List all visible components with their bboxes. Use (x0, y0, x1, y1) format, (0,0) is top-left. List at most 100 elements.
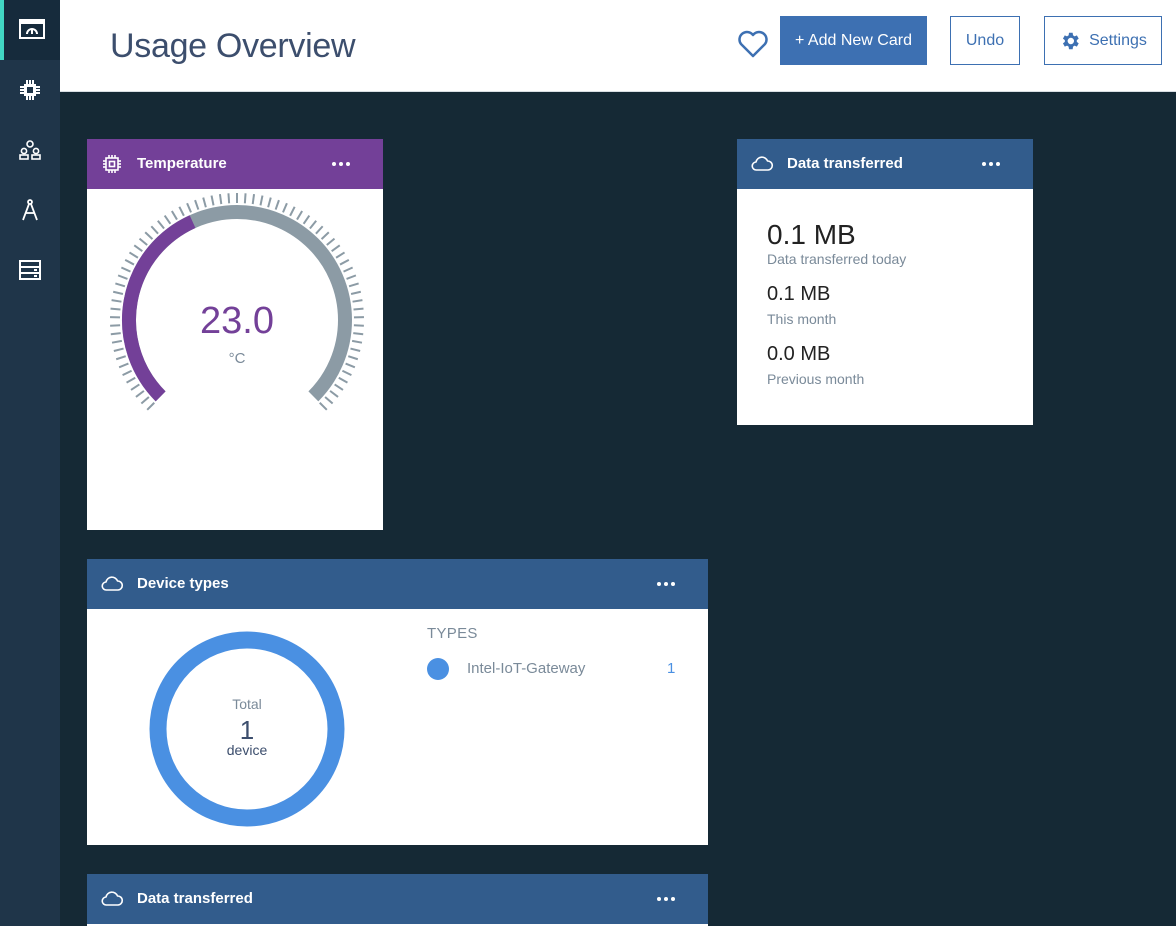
settings-button[interactable]: Settings (1044, 16, 1162, 65)
gauge-tick (350, 347, 361, 353)
gauge-tick (353, 307, 364, 311)
gauge-tick (348, 282, 359, 288)
page-header: Usage Overview + Add New Card Undo Setti… (60, 0, 1176, 92)
card-title: Data transferred (137, 890, 253, 907)
gauge-tick (218, 194, 223, 205)
gauge-tick (251, 194, 256, 205)
temperature-value: 23.0 (200, 300, 274, 342)
gauge-tick (150, 225, 159, 235)
cloud-icon (101, 891, 124, 906)
cloud-icon (751, 156, 774, 171)
card-title: Temperature (137, 155, 227, 172)
gauge-tick (202, 197, 207, 208)
temperature-card: Temperature 23.0 °C (87, 139, 383, 530)
gauge-tick (163, 215, 172, 225)
gauge-tick (326, 237, 336, 246)
gauge-tick (111, 339, 123, 344)
sidebar-item-extensions[interactable] (0, 240, 60, 300)
chip-icon (20, 80, 40, 100)
data-prev-value: 0.0 MB (767, 343, 831, 365)
data-prev-label: Previous month (767, 371, 865, 387)
members-icon (19, 140, 41, 160)
server-icon (19, 260, 41, 280)
page-title: Usage Overview (110, 27, 356, 65)
more-options-icon[interactable] (326, 153, 356, 175)
sidebar-item-rules[interactable] (0, 180, 60, 240)
more-options-icon[interactable] (651, 888, 681, 910)
gauge-tick (112, 290, 124, 295)
gauge-tick (227, 193, 231, 204)
gauge-tick (124, 258, 135, 266)
more-options-icon[interactable] (976, 153, 1006, 175)
gauge-tick (115, 282, 126, 288)
undo-button[interactable]: Undo (950, 16, 1020, 65)
temperature-unit: °C (229, 350, 246, 367)
device-types-card: Device types Total 1 device TYPES Intel-… (87, 559, 708, 845)
card-header: Data transferred (737, 139, 1033, 189)
gauge-tick (110, 307, 121, 311)
gauge-tick (146, 402, 155, 411)
gauge-tick (118, 362, 129, 369)
gauge-tick (334, 383, 344, 391)
card-header: Temperature (87, 139, 383, 189)
gauge-tick (120, 266, 131, 273)
type-count: 1 (667, 660, 676, 677)
card-title: Device types (137, 575, 229, 592)
sidebar-item-members[interactable] (0, 120, 60, 180)
gauge-tick (350, 290, 362, 295)
settings-label: Settings (1089, 31, 1147, 49)
gauge-tick (335, 251, 346, 259)
gauge-tick (128, 251, 139, 259)
gauge-tick (171, 210, 178, 221)
gauge-tick (352, 299, 363, 303)
gauge-tick (243, 193, 247, 204)
gauge-tick (157, 220, 165, 230)
gauge-tick (353, 332, 364, 336)
gauge-tick (338, 376, 348, 384)
gear-icon (1063, 32, 1079, 49)
sidebar-item-dashboard[interactable] (0, 0, 60, 60)
gauge-tick (126, 376, 136, 384)
favorite-button[interactable] (736, 28, 770, 60)
gauge-tick (133, 244, 143, 253)
gauge-tick (135, 390, 145, 398)
gauge-tick (302, 215, 311, 225)
gauge-tick (113, 347, 124, 353)
gauge-tick (343, 266, 354, 273)
donut-total-unit: device (227, 742, 268, 758)
gauge-tick (282, 202, 288, 213)
gauge-ticks (110, 193, 364, 411)
gauge-tick (331, 244, 341, 253)
add-new-card-button[interactable]: + Add New Card (780, 16, 927, 65)
data-transferred-card: Data transferred 0.1 MB Data transferred… (737, 139, 1033, 425)
gauge-tick (144, 231, 154, 240)
gauge-tick (289, 206, 296, 217)
gauge-tick (341, 369, 352, 377)
type-name[interactable]: Intel-IoT-Gateway (467, 660, 586, 677)
compass-icon (22, 199, 38, 221)
gauge-tick (329, 390, 339, 398)
gauge-tick (319, 402, 328, 411)
gauge-tick (309, 220, 317, 230)
cloud-icon (101, 576, 124, 591)
card-header: Device types (87, 559, 708, 609)
card-header: Data transferred (87, 874, 708, 924)
gauge-tick (115, 355, 127, 361)
gauge-tick (122, 369, 133, 377)
gauge-tick (274, 199, 280, 210)
chip-icon (103, 155, 121, 173)
gauge-tick (346, 274, 357, 280)
device-donut-chart: Total 1 device (149, 631, 345, 827)
gauge-tick (178, 206, 185, 217)
gauge-tick (186, 202, 192, 213)
gauge-tick (140, 396, 150, 405)
donut-slice (149, 631, 345, 827)
more-options-icon[interactable] (651, 573, 681, 595)
data-transferred-card-2: Data transferred (87, 874, 708, 926)
gauge-tick (117, 274, 128, 280)
gauge-tick (259, 195, 264, 206)
donut-total-value: 1 (240, 715, 254, 745)
type-legend-dot (427, 658, 449, 680)
types-heading: TYPES (427, 625, 478, 642)
sidebar-item-devices[interactable] (0, 60, 60, 120)
